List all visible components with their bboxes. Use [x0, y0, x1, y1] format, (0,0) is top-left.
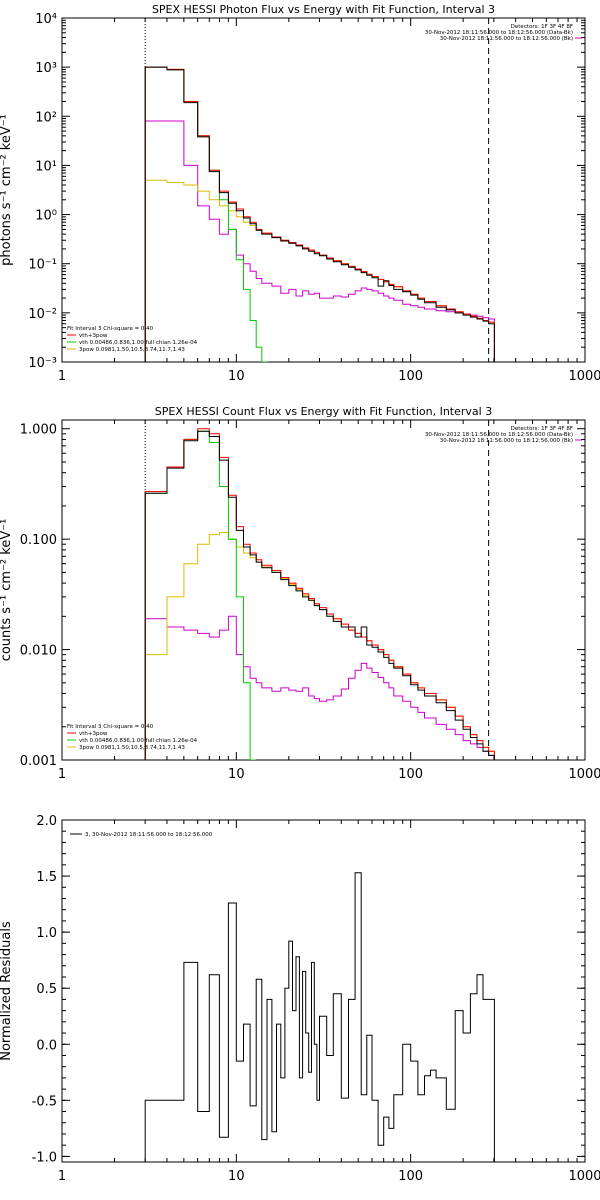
y-tick-label: 0.5: [36, 982, 57, 997]
plot-frame: [61, 819, 586, 1163]
y-tick-label: 0.010: [20, 644, 57, 659]
legend-bottomleft-entry: Fit Interval 3 Chi-square = 0.40: [67, 724, 154, 730]
plot-frame: [61, 17, 586, 363]
x-tick-label: 100: [398, 1169, 423, 1184]
series-line-bk: [144, 120, 495, 362]
y-tick-label: -0.5: [32, 1094, 57, 1109]
legend-topright-entry: 30-Nov-2012 18:11:56.000 to 18:12:56.000…: [440, 36, 573, 42]
y-axis-label: counts s⁻¹ cm⁻² keV⁻¹: [0, 519, 14, 662]
series-line-vth-3pow: [144, 428, 495, 760]
series-line-3-30-nov-2012-18-11-56-000-to-18-12-56-000: [144, 872, 495, 1162]
y-tick-label: 1.0: [36, 926, 57, 941]
y-tick-label: 0.0: [36, 1038, 57, 1053]
y-tick-label: 1.5: [36, 870, 57, 885]
y-tick-label: -1.0: [32, 1150, 57, 1165]
series-line-3pow: [144, 179, 495, 362]
series-line-data-bk: [144, 430, 495, 760]
y-tick-label: 10²: [35, 110, 57, 125]
x-tick-label: 10: [228, 1169, 245, 1184]
x-tick-label: 1000: [568, 369, 600, 384]
y-tick-label: 0.001: [20, 754, 57, 769]
series-line-vth: [144, 430, 256, 760]
legend-bottomleft-entry: 3pow 0.0981,1.50,10.5,8.74,11.7,1.43: [79, 745, 185, 751]
series-line-bk: [144, 615, 495, 760]
chart-panel-1: SPEX HESSI Photon Flux vs Energy with Fi…: [0, 3, 600, 384]
chart-title: SPEX HESSI Count Flux vs Energy with Fit…: [155, 405, 492, 418]
y-tick-label: 2.0: [36, 814, 57, 829]
y-tick-label: 10³: [35, 61, 57, 76]
legend-topright-entry: 30-Nov-2012 18:11:56.000 to 18:12:56.000…: [425, 30, 573, 36]
x-tick-label: 10: [228, 767, 245, 782]
legend-topright-entry: 30-Nov-2012 18:11:56.000 to 18:12:56.000…: [425, 432, 573, 438]
legend-bottomleft-entry: 3pow 0.0981,1.50,10.5,8.74,11.7,1.43: [79, 347, 185, 353]
legend-bottomleft-entry: vth 0.00486,0.836,1.00 full chian 1.26e-…: [79, 340, 198, 346]
legend-bottomleft-entry: Fit Interval 3 Chi-square = 0.40: [67, 326, 154, 332]
x-tick-label: 1: [58, 1169, 66, 1184]
chart-panel-2: SPEX HESSI Count Flux vs Energy with Fit…: [0, 405, 600, 782]
y-axis-label: Normalized Residuals: [0, 921, 14, 1061]
legend-bottomleft-entry: vth 0.00486,0.836,1.00 full chian 1.26e-…: [79, 738, 198, 744]
series-line-3pow: [144, 532, 495, 760]
x-tick-label: 1000: [568, 1169, 600, 1184]
x-tick-label: 1: [58, 369, 66, 384]
legend-topright-entry: Detectors: 1F 3F 4F 8F: [511, 426, 573, 432]
x-tick-label: 100: [398, 767, 423, 782]
x-tick-label: 100: [398, 369, 423, 384]
plot-frame: [61, 419, 586, 761]
chart-title: SPEX HESSI Photon Flux vs Energy with Fi…: [152, 3, 495, 16]
legend-topleft-entry: 3, 30-Nov-2012 18:11:56.000 to 18:12:56.…: [85, 832, 213, 838]
legend-bottomleft-entry: vth+3pow: [79, 731, 108, 737]
legend-bottomleft-entry: vth+3pow: [79, 333, 108, 339]
x-tick-label: 1000: [568, 767, 600, 782]
y-tick-label: 0.100: [20, 533, 57, 548]
y-tick-label: 10⁴: [35, 12, 57, 27]
series-line-data-bk: [144, 66, 495, 362]
x-tick-label: 10: [228, 369, 245, 384]
y-tick-label: 10⁻²: [28, 307, 57, 322]
y-tick-label: 10¹: [35, 159, 57, 174]
legend-topright-entry: 30-Nov-2012 18:11:56.000 to 18:12:56.000…: [440, 438, 573, 444]
y-tick-label: 10⁻³: [28, 356, 57, 371]
y-tick-label: 1.000: [20, 423, 57, 438]
y-tick-label: 10⁻¹: [28, 258, 57, 273]
y-axis-label: photons s⁻¹ cm⁻² keV⁻¹: [0, 114, 14, 266]
y-tick-label: 10⁰: [35, 209, 57, 224]
legend-topright-entry: Detectors: 1F 3F 4F 8F: [511, 24, 573, 30]
chart-panel-3: 1 10 100 1000 -1.0 -0.5 0.0 0.5 1.0 1.5 2.0 Normali…: [0, 814, 600, 1184]
x-tick-label: 1: [58, 767, 66, 782]
series-line-vth: [144, 66, 268, 362]
